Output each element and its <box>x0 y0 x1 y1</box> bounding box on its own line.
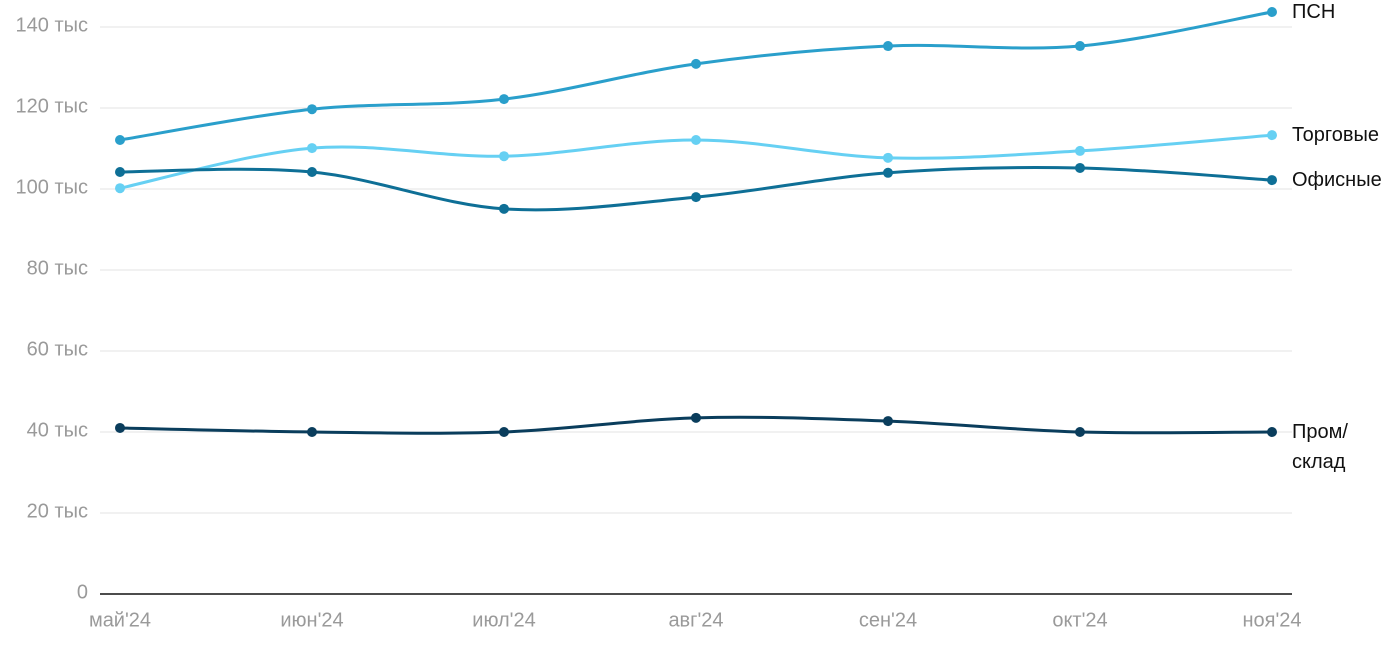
y-tick-label: 120 тыс <box>16 95 88 117</box>
y-tick-label: 80 тыс <box>27 257 88 279</box>
data-point <box>115 183 125 194</box>
series-label: ПСН <box>1292 1 1336 24</box>
x-tick-label: авг'24 <box>668 609 723 631</box>
data-point <box>883 167 893 178</box>
data-point <box>307 143 317 154</box>
data-point <box>1267 130 1277 141</box>
x-tick-label: окт'24 <box>1052 609 1107 631</box>
data-point <box>1075 41 1085 52</box>
data-point <box>307 166 317 177</box>
y-tick-label: 100 тыс <box>16 176 88 198</box>
x-tick-label: май'24 <box>89 609 151 631</box>
data-point <box>115 422 125 433</box>
data-point <box>691 134 701 145</box>
data-point <box>1075 145 1085 156</box>
data-point <box>691 412 701 423</box>
y-tick-label: 20 тыс <box>27 500 88 522</box>
data-point <box>307 104 317 115</box>
data-point <box>1267 427 1277 437</box>
data-point <box>499 427 509 437</box>
data-point <box>883 152 893 163</box>
y-tick-label: 40 тыс <box>27 419 88 441</box>
x-tick-label: сен'24 <box>859 609 917 631</box>
x-tick-label: ноя'24 <box>1242 609 1301 631</box>
series-label: Офисные <box>1292 169 1382 192</box>
series-label: Торговые <box>1292 124 1380 147</box>
data-point <box>1267 7 1277 18</box>
data-point <box>499 94 509 105</box>
series-label: Пром/ склад <box>1292 421 1348 473</box>
data-point <box>499 203 509 214</box>
data-point <box>1075 162 1085 173</box>
data-point <box>115 134 125 145</box>
data-point <box>1267 175 1277 186</box>
data-point <box>691 192 701 203</box>
data-point <box>307 427 317 437</box>
y-tick-label: 0 <box>77 581 88 603</box>
data-point <box>883 41 893 52</box>
data-point <box>499 151 509 162</box>
y-tick-label: 140 тыс <box>16 14 88 36</box>
data-point <box>883 416 893 427</box>
x-tick-label: июн'24 <box>280 609 343 631</box>
data-point <box>1075 427 1085 437</box>
data-point <box>115 166 125 177</box>
series-line <box>119 10 1273 142</box>
y-tick-label: 60 тыс <box>27 338 88 360</box>
x-tick-label: июл'24 <box>472 609 535 631</box>
data-point <box>691 58 701 69</box>
